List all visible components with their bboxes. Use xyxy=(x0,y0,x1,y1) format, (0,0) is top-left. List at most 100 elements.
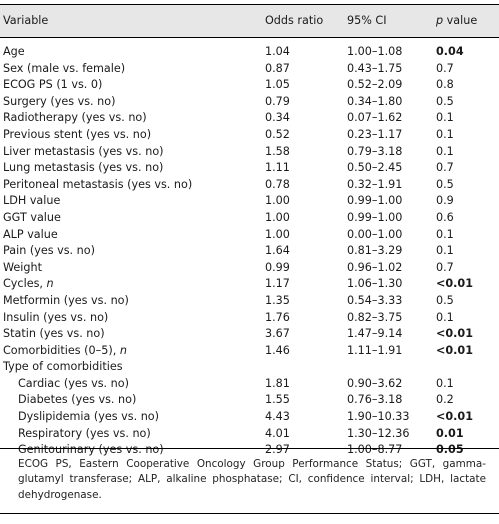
cell-variable: Type of comorbidities xyxy=(3,359,123,376)
cell-p-value: <0.01 xyxy=(436,327,473,341)
cell-ci: 0.50–2.45 xyxy=(347,161,403,175)
cell-p-value: <0.01 xyxy=(436,410,473,424)
footnote-divider xyxy=(0,448,499,449)
cell-ci: 0.99–1.00 xyxy=(347,194,403,208)
cell-p-value: 0.05 xyxy=(436,443,464,457)
cell-odds-ratio: 1.00 xyxy=(265,210,290,224)
cell-variable: Respiratory (yes vs. no) xyxy=(18,426,151,443)
variable-italic-n: n xyxy=(46,277,54,291)
cell-p-value: 0.8 xyxy=(436,78,454,92)
cell-variable: Peritoneal metastasis (yes vs. no) xyxy=(3,177,192,194)
cell-variable: Age xyxy=(3,44,25,61)
variable-text: ECOG PS (1 vs. 0) xyxy=(3,78,103,92)
header-odds-ratio: Odds ratio xyxy=(265,14,324,27)
cell-p-value: 0.6 xyxy=(436,210,454,224)
cell-odds-ratio: 2.97 xyxy=(265,443,290,457)
cell-p-value: 0.7 xyxy=(436,161,454,175)
cell-ci: 1.11–1.91 xyxy=(347,343,403,357)
variable-text: Pain (yes vs. no) xyxy=(3,244,95,258)
table-row: Previous stent (yes vs. no) 0.52 0.23–1.17… xyxy=(0,127,499,144)
cell-odds-ratio: 1.81 xyxy=(265,376,290,390)
variable-text: Radiotherapy (yes vs. no) xyxy=(3,111,147,125)
cell-variable: GGT value xyxy=(3,210,61,227)
cell-p-value: 0.1 xyxy=(436,310,454,324)
table-row: Surgery (yes vs. no) 0.79 0.34–1.80 0.5 xyxy=(0,94,499,111)
table-row: Weight 0.99 0.96–1.02 0.7 xyxy=(0,260,499,277)
table-row: Cycles, n 1.17 1.06–1.30 <0.01 xyxy=(0,276,499,293)
cell-p-value: 0.1 xyxy=(436,144,454,158)
table-row: Radiotherapy (yes vs. no) 0.34 0.07–1.62 0.… xyxy=(0,110,499,127)
variable-text: Previous stent (yes vs. no) xyxy=(3,127,152,141)
variable-text: GGT value xyxy=(3,210,61,224)
variable-text: Type of comorbidities xyxy=(3,360,123,374)
table-row: Lung metastasis (yes vs. no) 1.11 0.50–2.4… xyxy=(0,160,499,177)
cell-p-value: 0.01 xyxy=(436,426,464,440)
variable-text: Age xyxy=(3,45,25,58)
cell-odds-ratio: 0.99 xyxy=(265,260,290,274)
variable-text: Lung metastasis (yes vs. no) xyxy=(3,161,164,175)
cell-ci: 0.76–3.18 xyxy=(347,393,403,407)
cell-ci: 0.34–1.80 xyxy=(347,94,403,108)
cell-odds-ratio: 1.17 xyxy=(265,277,290,291)
cell-variable: Statin (yes vs. no) xyxy=(3,326,105,343)
cell-variable: Lung metastasis (yes vs. no) xyxy=(3,160,163,177)
table-row: Metformin (yes vs. no) 1.35 0.54–3.33 0.5 xyxy=(0,293,499,310)
header-p-value: p value xyxy=(436,14,477,27)
variable-text: Statin (yes vs. no) xyxy=(3,327,105,341)
odds-ratio-table: Variable Odds ratio 95% CI p value Age 1.… xyxy=(0,4,499,459)
cell-p-value: 0.5 xyxy=(436,94,454,108)
cell-p-value: 0.1 xyxy=(436,227,454,241)
table-row: Diabetes (yes vs. no) 1.55 0.76–3.18 0.2 xyxy=(0,392,499,409)
cell-odds-ratio: 1.64 xyxy=(265,244,290,258)
cell-p-value: 0.2 xyxy=(436,393,454,407)
cell-ci: 0.43–1.75 xyxy=(347,61,403,75)
cell-odds-ratio: 1.46 xyxy=(265,343,290,357)
bottom-rule xyxy=(0,513,499,514)
cell-p-value: <0.01 xyxy=(436,277,473,291)
table-row: Peritoneal metastasis (yes vs. no) 0.78 0.… xyxy=(0,177,499,194)
table-row: Dyslipidemia (yes vs. no) 4.43 1.90–10.33 <… xyxy=(0,409,499,426)
cell-variable: Sex (male vs. female) xyxy=(3,61,125,78)
cell-odds-ratio: 0.87 xyxy=(265,61,290,75)
cell-variable: Cycles, n xyxy=(3,276,54,293)
cell-ci: 1.47–9.14 xyxy=(347,327,403,341)
variable-text: Diabetes (yes vs. no) xyxy=(18,393,137,407)
cell-variable: Previous stent (yes vs. no) xyxy=(3,127,151,144)
variable-italic-n: n xyxy=(119,343,127,357)
table-row: Liver metastasis (yes vs. no) 1.58 0.79–3.… xyxy=(0,144,499,161)
cell-variable: Genitourinary (yes vs. no) xyxy=(18,442,164,459)
table-row: Pain (yes vs. no) 1.64 0.81–3.29 0.1 xyxy=(0,243,499,260)
table-row: Insulin (yes vs. no) 1.76 0.82–3.75 0.1 xyxy=(0,310,499,327)
table-row: Sex (male vs. female) 0.87 0.43–1.75 0.7 xyxy=(0,61,499,78)
cell-ci: 1.00–1.08 xyxy=(347,45,403,58)
header-ci: 95% CI xyxy=(347,14,387,27)
table-footnote: ECOG PS, Eastern Cooperative Oncology Gr… xyxy=(18,458,486,501)
cell-p-value: 0.7 xyxy=(436,61,454,75)
cell-ci: 0.00–1.00 xyxy=(347,227,403,241)
variable-text: Respiratory (yes vs. no) xyxy=(18,426,151,440)
table-row: Cardiac (yes vs. no) 1.81 0.90–3.62 0.1 xyxy=(0,376,499,393)
cell-odds-ratio: 0.79 xyxy=(265,94,290,108)
cell-ci: 0.90–3.62 xyxy=(347,376,403,390)
cell-odds-ratio: 1.55 xyxy=(265,393,290,407)
cell-ci: 0.79–3.18 xyxy=(347,144,403,158)
cell-p-value: 0.5 xyxy=(436,177,454,191)
cell-ci: 1.00–8.77 xyxy=(347,443,403,457)
cell-odds-ratio: 1.00 xyxy=(265,227,290,241)
cell-p-value: 0.5 xyxy=(436,293,454,307)
variable-text: Peritoneal metastasis (yes vs. no) xyxy=(3,177,193,191)
table-row: Type of comorbidities xyxy=(0,359,499,376)
variable-text: Cycles, xyxy=(3,277,47,291)
cell-ci: 1.30–12.36 xyxy=(347,426,410,440)
cell-ci: 0.32–1.91 xyxy=(347,177,403,191)
table-row: Genitourinary (yes vs. no) 2.97 1.00–8.77 0… xyxy=(0,442,499,459)
cell-ci: 0.82–3.75 xyxy=(347,310,403,324)
table-row: Age 1.04 1.00–1.08 0.04 xyxy=(0,44,499,61)
table-header: Variable Odds ratio 95% CI p value xyxy=(0,4,499,38)
cell-p-value: 0.1 xyxy=(436,376,454,390)
cell-ci: 0.52–2.09 xyxy=(347,78,403,92)
variable-text: Dyslipidemia (yes vs. no) xyxy=(18,410,160,424)
cell-variable: Diabetes (yes vs. no) xyxy=(18,392,136,409)
cell-odds-ratio: 1.00 xyxy=(265,194,290,208)
